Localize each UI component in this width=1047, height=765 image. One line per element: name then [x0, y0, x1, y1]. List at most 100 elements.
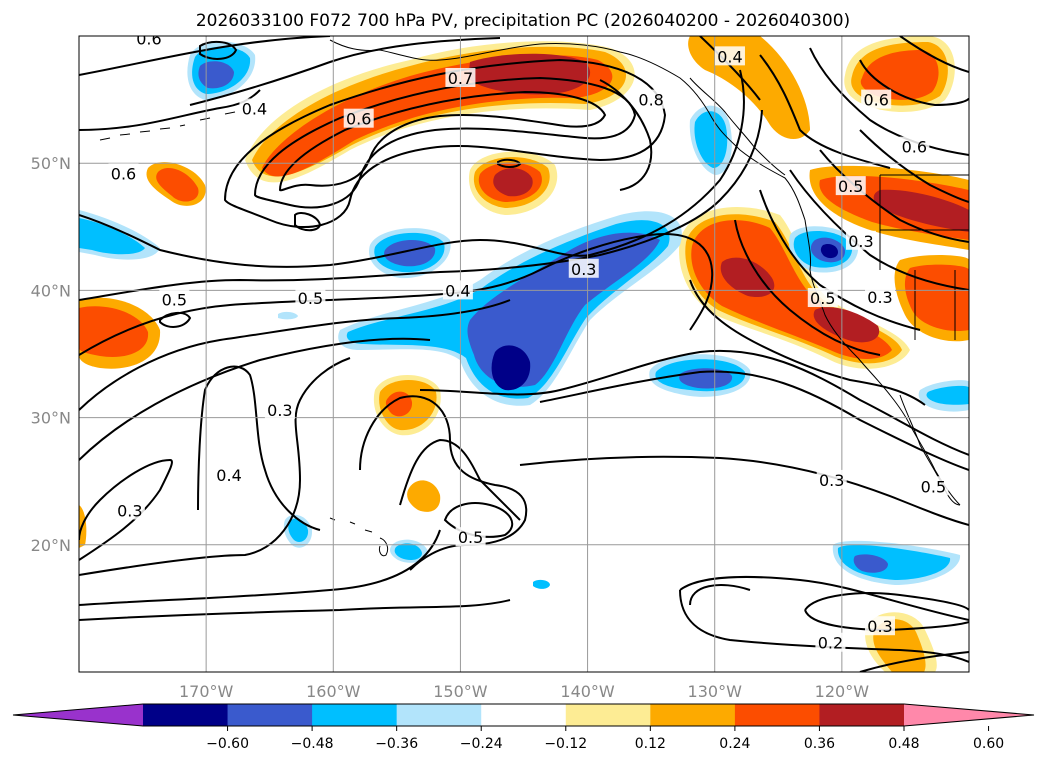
contour-label-halo	[835, 176, 866, 196]
colorbar-tick-label: 0.12	[635, 736, 666, 752]
colorbar-tick-label: −0.36	[375, 736, 418, 752]
pv-contour	[79, 529, 441, 606]
pos-band-inland-core	[873, 189, 969, 232]
contour-label-halo	[918, 476, 949, 496]
contour-label: 0.5	[159, 289, 190, 309]
contour-label-halo	[445, 67, 476, 87]
pv-contour	[79, 299, 511, 411]
contour-label-halo	[714, 46, 745, 66]
lon-tick-label: 170°W	[179, 682, 234, 701]
contour-label: 0.6	[343, 108, 374, 129]
contour-label-halo	[264, 399, 295, 419]
contour-label-text: 0.3	[117, 501, 142, 520]
pv-contour	[859, 129, 969, 203]
contour-label-text: 0.3	[867, 617, 892, 636]
contour-label-halo	[865, 286, 895, 306]
map-panel: 0.6 0.4 0.6 0.7 0.8 0.6 0.4 0.6 0.6 0.5 0.3 0.5 0.5 0…	[79, 30, 969, 672]
coastline-inland	[879, 174, 969, 340]
lon-tick-label: 130°W	[688, 682, 743, 701]
contour-labels: 0.6 0.4 0.6 0.7 0.8 0.6 0.4 0.6 0.6 0.5 0.3 0.5 0.5 0…	[108, 30, 949, 653]
contour-label: 0.4	[442, 280, 473, 300]
colorbar-segment	[819, 704, 905, 726]
contour-label-halo	[343, 108, 374, 128]
contour-label-text: 0.5	[921, 477, 946, 496]
contour-label-text: 0.6	[863, 91, 888, 110]
colorbar: −0.60 −0.48 −0.36 −0.24 −0.12 0.12 0.24 0.36 0.4…	[12, 703, 1035, 752]
contour-label-halo	[133, 36, 164, 48]
map-frame	[78, 35, 970, 673]
contour-label-text: 0.3	[848, 232, 873, 251]
colorbar-segment	[143, 704, 229, 726]
pv-contour	[899, 36, 969, 73]
colorbar-segment	[650, 704, 736, 726]
contour-label: 0.3	[845, 230, 876, 251]
pv-contour	[679, 589, 969, 663]
pv-contour	[689, 584, 751, 606]
pv-contour	[759, 54, 891, 169]
pv-contour	[253, 76, 637, 209]
colorbar-segment	[481, 704, 567, 726]
colorbar-tick-label: 0.60	[973, 736, 1004, 752]
pv-contour	[497, 158, 522, 168]
coastline-alaska	[329, 39, 806, 221]
pv-contour	[294, 212, 322, 232]
colorbar-tick-label: 0.24	[719, 736, 750, 752]
pos-band-california-core	[720, 257, 775, 298]
neg-blob-west-edge	[79, 218, 145, 255]
contour-label: 0.4	[214, 464, 245, 485]
contour-label: 0.3	[816, 469, 847, 490]
contour-label-text: 0.4	[717, 47, 742, 66]
pv-contour	[159, 312, 192, 328]
neg-blob-hawaii	[394, 543, 422, 561]
contour-label-halo	[861, 89, 892, 109]
contour-label: 0.6	[899, 136, 930, 157]
contour-label: 0.4	[239, 98, 270, 119]
pv-contour	[789, 169, 969, 291]
contour-label-text: 0.3	[571, 260, 596, 279]
pv-contour	[539, 370, 969, 471]
pv-contour	[599, 79, 653, 191]
contour-label-text: 0.6	[136, 30, 161, 49]
contour-label-text: 0.5	[458, 528, 483, 547]
neg-band-central-core	[491, 345, 531, 391]
contour-label: 0.6	[133, 30, 164, 49]
pv-contour	[859, 651, 969, 672]
pv-contour	[734, 219, 881, 356]
contour-label-halo	[159, 289, 190, 309]
contour-label-halo	[815, 632, 846, 652]
contour-label: 0.3	[568, 258, 599, 279]
contour-label: 0.3	[114, 500, 145, 520]
contour-label-halo	[442, 280, 473, 300]
lon-tick-label: 160°W	[306, 682, 361, 701]
colorbar-segment	[565, 704, 651, 726]
pv-contour	[519, 455, 969, 526]
coastline-bc	[689, 77, 786, 176]
pv-contour	[419, 349, 969, 456]
colorbar-tick-label: −0.60	[206, 736, 249, 752]
contour-label-text: 0.5	[298, 289, 323, 308]
neg-blob-nw	[198, 61, 234, 89]
contour-label: 0.4	[714, 46, 745, 66]
contour-label-text: 0.7	[448, 69, 473, 88]
colorbar-tick-label: 0.36	[804, 736, 835, 752]
contour-label-text: 0.4	[445, 281, 470, 300]
neg-blob-mexico	[853, 554, 888, 573]
colorbar-tick-label: −0.48	[291, 736, 334, 752]
pv-contour	[223, 58, 667, 228]
coastline-hawaii	[329, 517, 389, 557]
contour-label-halo	[816, 469, 847, 489]
neg-blob-hawaii	[288, 518, 309, 542]
pv-contour	[399, 438, 521, 521]
pv-contour	[79, 599, 511, 621]
pos-band-rockies	[904, 264, 969, 332]
pv-contour	[699, 36, 761, 101]
neg-blob-baja	[926, 385, 969, 405]
coastline-baja	[899, 394, 961, 506]
pos-blob-central-core	[493, 168, 533, 197]
pv-contour	[79, 233, 714, 356]
colorbar-segment	[227, 704, 313, 726]
contour-label-halo	[807, 288, 838, 308]
contour-label-halo	[845, 230, 876, 250]
contour-label: 0.5	[807, 288, 838, 308]
